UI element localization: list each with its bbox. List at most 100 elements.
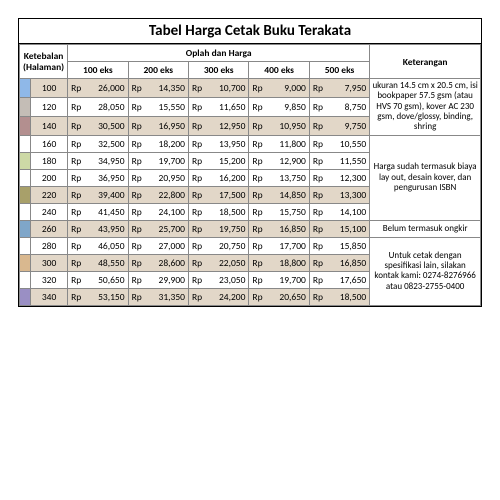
price-cell: Rp28,600 — [128, 254, 188, 271]
price-cell: Rp31,350 — [128, 288, 188, 305]
price-cell: Rp20,750 — [188, 237, 248, 254]
price-cell: Rp19,700 — [128, 152, 188, 169]
price-cell: Rp15,200 — [188, 152, 248, 169]
keterangan-note: Untuk cetak dengan spesifikasi lain, sil… — [370, 237, 481, 305]
price-table: Ketebalan (Halaman) Oplah dan Harga Kete… — [19, 44, 481, 306]
row-color-swatch — [20, 271, 31, 288]
price-cell: Rp9,000 — [249, 79, 309, 98]
pages-cell: 200 — [31, 169, 68, 186]
price-cell: Rp30,500 — [68, 116, 128, 135]
price-cell: Rp39,400 — [68, 186, 128, 203]
pages-cell: 320 — [31, 271, 68, 288]
price-cell: Rp24,200 — [188, 288, 248, 305]
price-cell: Rp10,700 — [188, 79, 248, 98]
price-cell: Rp9,850 — [249, 97, 309, 116]
price-cell: Rp48,550 — [68, 254, 128, 271]
price-cell: Rp34,950 — [68, 152, 128, 169]
price-cell: Rp25,700 — [128, 220, 188, 237]
header-eks-2: 300 eks — [188, 62, 248, 79]
header-eks-4: 500 eks — [309, 62, 369, 79]
price-table-container: Tabel Harga Cetak Buku Terakata Ketebala… — [18, 18, 482, 307]
price-cell: Rp50,650 — [68, 271, 128, 288]
header-ketebalan: Ketebalan (Halaman) — [20, 45, 68, 79]
price-cell: Rp19,750 — [188, 220, 248, 237]
price-cell: Rp18,500 — [309, 288, 369, 305]
pages-cell: 260 — [31, 220, 68, 237]
table-title: Tabel Harga Cetak Buku Terakata — [19, 19, 481, 44]
header-keterangan: Keterangan — [370, 45, 481, 79]
pages-cell: 180 — [31, 152, 68, 169]
price-cell: Rp16,200 — [188, 169, 248, 186]
table-row: 280Rp46,050Rp27,000Rp20,750Rp17,700Rp15,… — [20, 237, 481, 254]
row-color-swatch — [20, 237, 31, 254]
price-cell: Rp24,100 — [128, 203, 188, 220]
pages-cell: 220 — [31, 186, 68, 203]
row-color-swatch — [20, 254, 31, 271]
price-cell: Rp17,650 — [309, 271, 369, 288]
price-cell: Rp18,500 — [188, 203, 248, 220]
price-cell: Rp26,000 — [68, 79, 128, 98]
price-cell: Rp11,800 — [249, 135, 309, 152]
table-row: 260Rp43,950Rp25,700Rp19,750Rp16,850Rp15,… — [20, 220, 481, 237]
price-cell: Rp13,300 — [309, 186, 369, 203]
row-color-swatch — [20, 288, 31, 305]
table-row: 160Rp32,500Rp18,200Rp13,950Rp11,800Rp10,… — [20, 135, 481, 152]
price-cell: Rp16,850 — [249, 220, 309, 237]
price-cell: Rp17,500 — [188, 186, 248, 203]
row-color-swatch — [20, 116, 31, 135]
price-cell: Rp12,900 — [249, 152, 309, 169]
price-cell: Rp36,950 — [68, 169, 128, 186]
price-cell: Rp32,500 — [68, 135, 128, 152]
price-cell: Rp43,950 — [68, 220, 128, 237]
keterangan-note: ukuran 14.5 cm x 20.5 cm, isi bookpaper … — [370, 79, 481, 136]
header-eks-3: 400 eks — [249, 62, 309, 79]
pages-cell: 340 — [31, 288, 68, 305]
price-cell: Rp9,750 — [309, 116, 369, 135]
price-cell: Rp18,200 — [128, 135, 188, 152]
row-color-swatch — [20, 186, 31, 203]
row-color-swatch — [20, 169, 31, 186]
row-color-swatch — [20, 203, 31, 220]
price-cell: Rp20,650 — [249, 288, 309, 305]
price-cell: Rp18,800 — [249, 254, 309, 271]
price-cell: Rp53,150 — [68, 288, 128, 305]
price-cell: Rp22,800 — [128, 186, 188, 203]
price-cell: Rp12,950 — [188, 116, 248, 135]
price-cell: Rp15,850 — [309, 237, 369, 254]
price-cell: Rp13,950 — [188, 135, 248, 152]
price-cell: Rp11,550 — [309, 152, 369, 169]
row-color-swatch — [20, 220, 31, 237]
price-cell: Rp16,850 — [309, 254, 369, 271]
price-cell: Rp14,100 — [309, 203, 369, 220]
price-cell: Rp11,650 — [188, 97, 248, 116]
price-cell: Rp16,950 — [128, 116, 188, 135]
price-cell: Rp10,950 — [249, 116, 309, 135]
header-eks-1: 200 eks — [128, 62, 188, 79]
price-cell: Rp46,050 — [68, 237, 128, 254]
price-cell: Rp22,050 — [188, 254, 248, 271]
price-cell: Rp19,700 — [249, 271, 309, 288]
row-color-swatch — [20, 135, 31, 152]
price-cell: Rp27,000 — [128, 237, 188, 254]
pages-cell: 100 — [31, 79, 68, 98]
pages-cell: 160 — [31, 135, 68, 152]
price-cell: Rp13,750 — [249, 169, 309, 186]
price-cell: Rp28,050 — [68, 97, 128, 116]
pages-cell: 280 — [31, 237, 68, 254]
price-cell: Rp15,550 — [128, 97, 188, 116]
price-cell: Rp23,050 — [188, 271, 248, 288]
row-color-swatch — [20, 97, 31, 116]
price-cell: Rp15,750 — [249, 203, 309, 220]
price-cell: Rp41,450 — [68, 203, 128, 220]
header-oplah: Oplah dan Harga — [68, 45, 370, 62]
price-cell: Rp14,350 — [128, 79, 188, 98]
keterangan-note: Harga sudah termasuk biaya lay out, desa… — [370, 135, 481, 220]
price-cell: Rp7,950 — [309, 79, 369, 98]
price-cell: Rp20,950 — [128, 169, 188, 186]
keterangan-note: Belum termasuk ongkir — [370, 220, 481, 237]
row-color-swatch — [20, 152, 31, 169]
table-row: 100Rp26,000Rp14,350Rp10,700Rp9,000Rp7,95… — [20, 79, 481, 98]
price-cell: Rp17,700 — [249, 237, 309, 254]
price-cell: Rp14,850 — [249, 186, 309, 203]
price-cell: Rp15,100 — [309, 220, 369, 237]
